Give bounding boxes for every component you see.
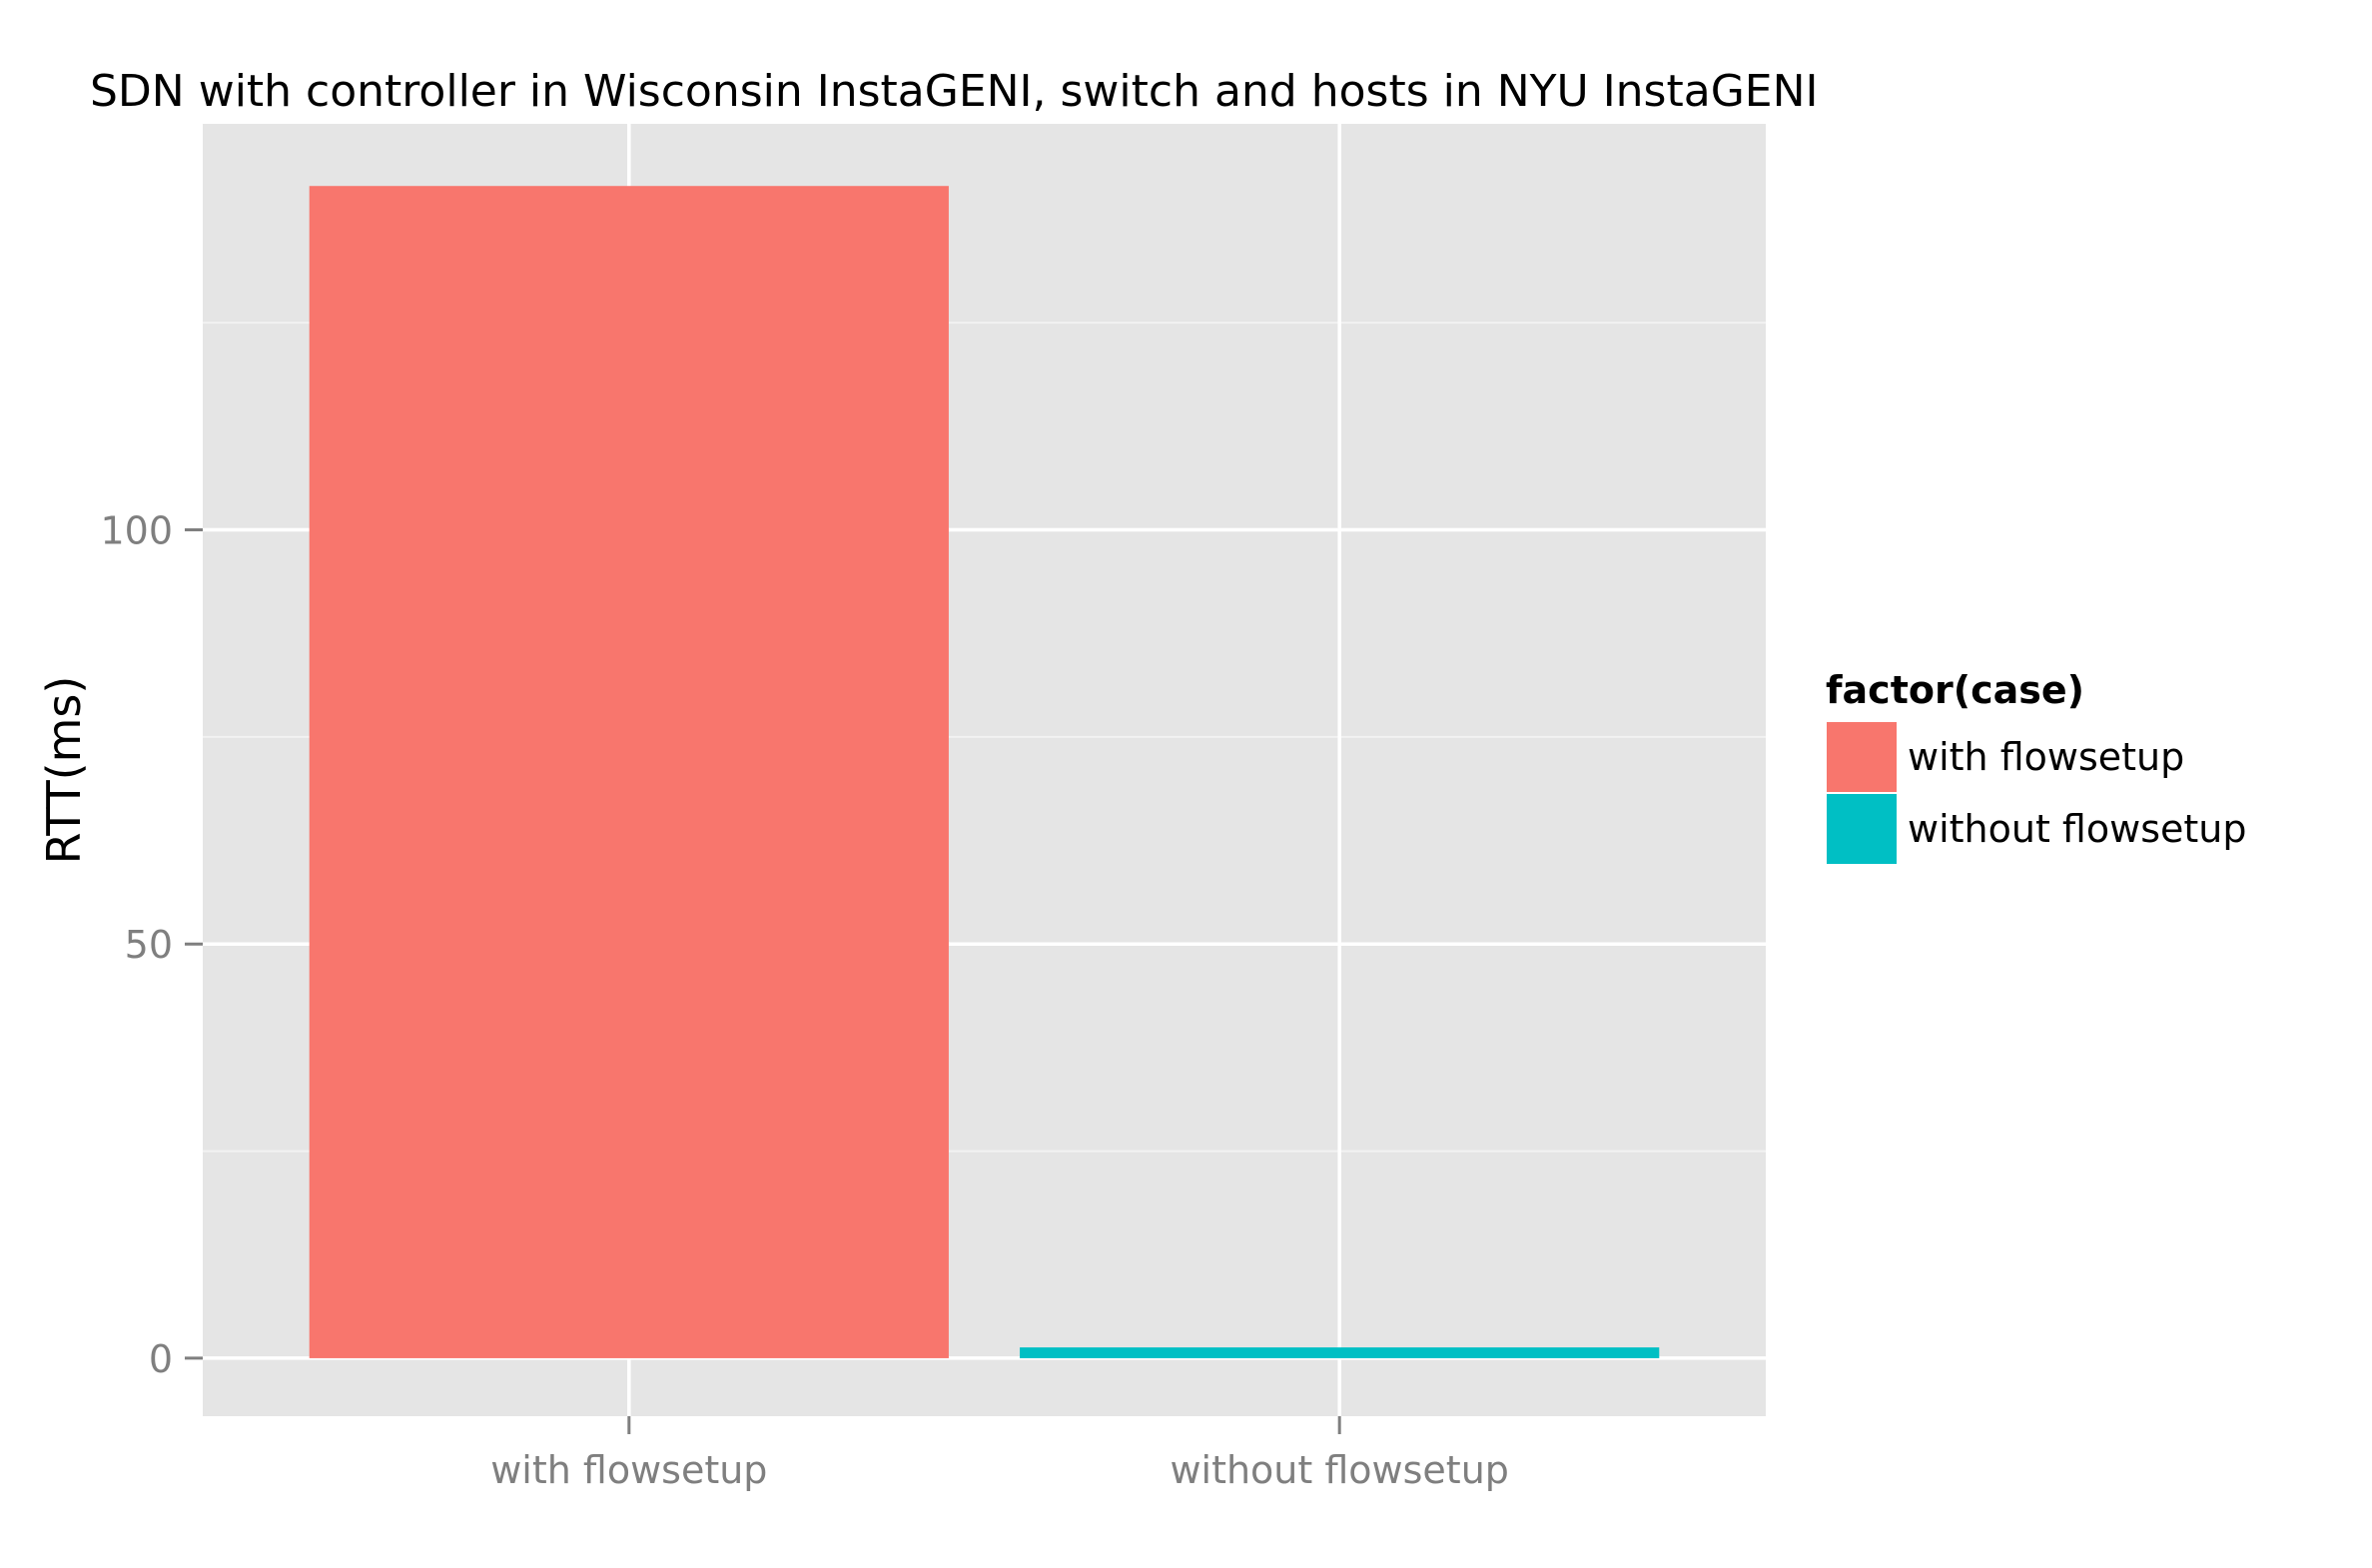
chart-title: SDN with controller in Wisconsin InstaGE… (90, 66, 1818, 117)
legend: factor(case) with flowsetup without flows… (1825, 668, 2246, 866)
x-tick-label: with flowsetup (490, 1448, 767, 1492)
y-tick-label: 0 (149, 1337, 173, 1381)
bars (309, 186, 1660, 1358)
legend-label: without flowsetup (1908, 807, 2246, 851)
bar-without-flowsetup (1020, 1347, 1660, 1358)
y-tick-label: 100 (100, 508, 173, 552)
y-tick-label: 50 (125, 923, 173, 967)
legend-key (1825, 792, 1899, 866)
legend-title: factor(case) (1826, 668, 2084, 712)
legend-label: with flowsetup (1908, 735, 2184, 779)
legend-key (1825, 720, 1899, 794)
x-tick-label: without flowsetup (1170, 1448, 1508, 1492)
legend-entries: with flowsetup without flowsetup (1825, 720, 2246, 866)
y-axis-label: RTT(ms) (37, 676, 91, 865)
bar-with-flowsetup (309, 186, 949, 1358)
x-axis: with flowsetup without flowsetup (490, 1416, 1509, 1492)
y-axis: 0 50 100 (100, 508, 203, 1381)
